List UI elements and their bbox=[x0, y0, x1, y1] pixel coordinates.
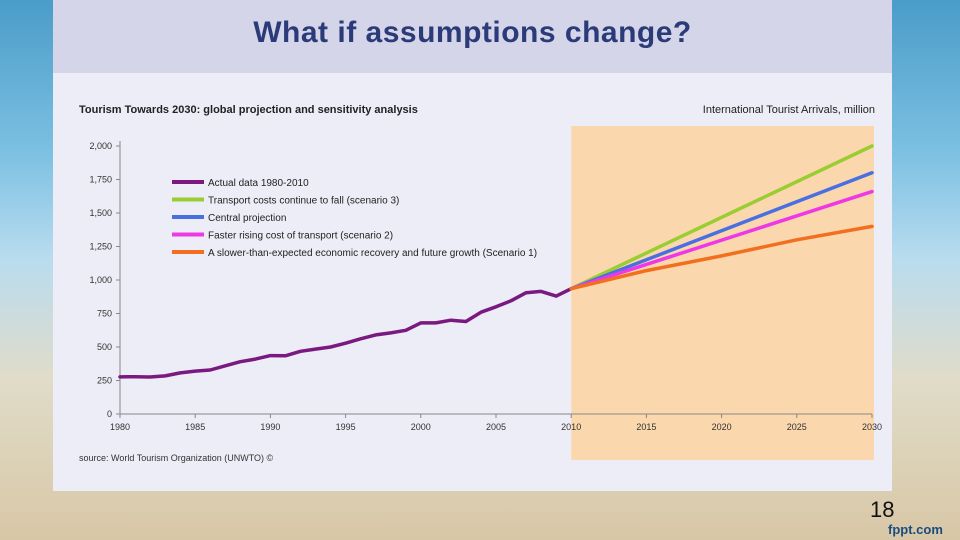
y-tick-label: 250 bbox=[97, 376, 112, 386]
y-tick-label: 2,000 bbox=[89, 141, 112, 151]
brand-watermark: fppt.com bbox=[888, 522, 943, 537]
legend-label-central: Central projection bbox=[208, 213, 286, 224]
x-tick-label: 2025 bbox=[787, 422, 807, 432]
figure-source: source: World Tourism Organization (UNWT… bbox=[79, 453, 274, 463]
series-line-actual bbox=[118, 286, 573, 379]
legend-label-actual: Actual data 1980-2010 bbox=[208, 178, 309, 189]
legend-label-scenario1: A slower-than-expected economic recovery… bbox=[208, 248, 537, 259]
x-tick-label: 2000 bbox=[411, 422, 431, 432]
y-tick-label: 500 bbox=[97, 342, 112, 352]
slide-number: 18 bbox=[870, 497, 895, 522]
title-bar bbox=[53, 0, 892, 73]
projection-shaded-region bbox=[571, 126, 874, 460]
y-tick-label: 750 bbox=[97, 309, 112, 319]
slide-title: What if assumptions change? bbox=[253, 16, 692, 49]
figure-unit-label: International Tourist Arrivals, million bbox=[702, 104, 875, 116]
series-line-scenario3 bbox=[569, 144, 874, 291]
series-line-scenario1 bbox=[569, 224, 874, 291]
x-tick-label: 2030 bbox=[862, 422, 882, 432]
y-tick-label: 1,500 bbox=[89, 208, 112, 218]
x-tick-label: 1985 bbox=[185, 422, 205, 432]
x-tick-label: 2010 bbox=[561, 422, 581, 432]
x-tick-label: 2020 bbox=[712, 422, 732, 432]
x-tick-label: 2005 bbox=[486, 422, 506, 432]
legend-label-scenario3: Transport costs continue to fall (scenar… bbox=[208, 196, 399, 207]
series-line-central bbox=[569, 171, 874, 291]
x-tick-label: 2015 bbox=[636, 422, 656, 432]
x-tick-label: 1990 bbox=[260, 422, 280, 432]
x-tick-label: 1980 bbox=[110, 422, 130, 432]
y-tick-label: 1,000 bbox=[89, 275, 112, 285]
y-tick-label: 0 bbox=[107, 409, 112, 419]
y-tick-label: 1,750 bbox=[89, 175, 112, 185]
series-line-scenario2 bbox=[569, 189, 874, 291]
y-tick-label: 1,250 bbox=[89, 242, 112, 252]
figure-title: Tourism Towards 2030: global projection … bbox=[79, 104, 418, 116]
legend-label-scenario2: Faster rising cost of transport (scenari… bbox=[208, 231, 393, 242]
x-tick-label: 1995 bbox=[336, 422, 356, 432]
